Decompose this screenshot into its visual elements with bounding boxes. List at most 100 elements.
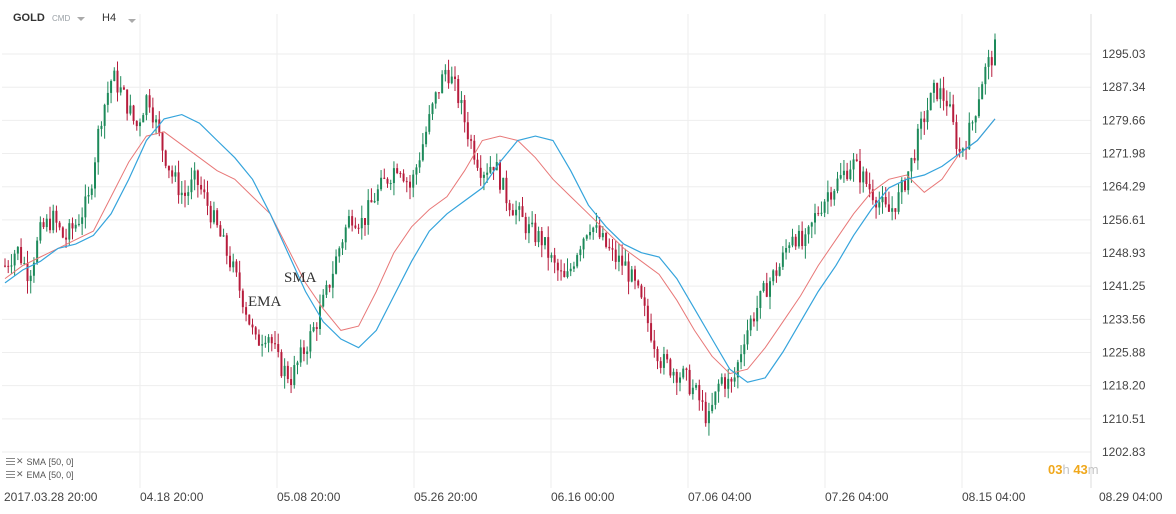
- candle-body-up: [804, 234, 807, 246]
- candle-body-down: [463, 100, 466, 123]
- candle-body-down: [277, 344, 280, 353]
- legend-ema[interactable]: ✕ EMA [50, 0]: [6, 469, 74, 480]
- candle-body-down: [55, 210, 58, 223]
- y-tick-label: 1287.34: [1102, 80, 1146, 94]
- candle-body-up: [823, 201, 826, 213]
- candle-body-up: [425, 131, 428, 145]
- candle-body-up: [579, 249, 582, 256]
- candle-body-up: [335, 256, 338, 274]
- candle-body-up: [907, 171, 910, 191]
- candle-body-up: [325, 284, 328, 295]
- candle-body-up: [772, 270, 775, 282]
- candle-body-down: [646, 305, 649, 324]
- candle-body-up: [916, 128, 919, 161]
- candle-body-up: [981, 84, 984, 100]
- hamburger-icon[interactable]: [6, 457, 15, 466]
- candle-body-up: [331, 273, 334, 288]
- candle-body-down: [71, 223, 74, 229]
- candle-body-down: [990, 57, 993, 66]
- candle-body-up: [617, 255, 620, 262]
- candle-body-down: [122, 87, 125, 90]
- candle-body-down: [370, 200, 373, 203]
- candle-body-down: [659, 361, 662, 368]
- candle-body-up: [910, 158, 913, 172]
- candle-body-down: [290, 379, 293, 386]
- candle-body-up: [450, 76, 453, 84]
- candle-body-up: [949, 104, 951, 107]
- candle-body-up: [306, 351, 309, 354]
- candle-body-down: [251, 324, 254, 328]
- candle-body-up: [97, 128, 100, 163]
- candle-body-up: [826, 192, 829, 202]
- candle-body-up: [460, 100, 463, 104]
- candle-body-up: [624, 261, 627, 266]
- candle-body-up: [283, 365, 286, 377]
- candle-body-up: [733, 377, 736, 382]
- candle-body-up: [344, 227, 347, 243]
- candle-body-down: [209, 205, 212, 223]
- candle-body-up: [486, 172, 489, 175]
- chevron-down-icon[interactable]: [77, 17, 85, 21]
- candle-body-down: [505, 177, 508, 204]
- symbol-name[interactable]: GOLD: [13, 12, 45, 24]
- candle-body-up: [139, 122, 141, 127]
- candle-body-up: [389, 183, 392, 185]
- candle-body-down: [161, 132, 164, 151]
- candle-body-up: [482, 174, 485, 178]
- candle-body-up: [939, 88, 942, 100]
- candle-body-up: [582, 238, 585, 250]
- candle-body-up: [155, 119, 158, 123]
- candle-body-down: [621, 255, 624, 266]
- candle-body-up: [380, 177, 383, 190]
- candle-body-down: [653, 340, 656, 350]
- close-icon[interactable]: ✕: [16, 469, 24, 479]
- candle-body-up: [785, 248, 788, 253]
- candle-body-up: [293, 365, 296, 386]
- candle-body-down: [913, 158, 916, 161]
- y-tick-label: 1210.51: [1102, 412, 1146, 426]
- candle-body-up: [833, 190, 836, 200]
- timeframe-selector[interactable]: H4: [102, 12, 117, 24]
- candle-body-up: [113, 70, 116, 82]
- chevron-down-icon[interactable]: [128, 19, 136, 23]
- candle-body-down: [4, 265, 6, 267]
- candle-body-up: [444, 69, 447, 75]
- candle-body-down: [454, 76, 456, 79]
- candle-body-up: [489, 166, 492, 173]
- candle-body-down: [402, 173, 405, 182]
- candle-body-up: [309, 331, 312, 352]
- y-tick-label: 1279.66: [1102, 113, 1146, 127]
- legend-sma[interactable]: ✕ SMA [50, 0]: [6, 456, 74, 467]
- candle-body-up: [74, 224, 77, 229]
- candle-body-up: [762, 283, 765, 292]
- close-icon[interactable]: ✕: [16, 456, 24, 466]
- candle-body-up: [550, 255, 553, 258]
- candle-body-up: [434, 92, 437, 104]
- candle-body-down: [952, 104, 955, 123]
- candle-body-up: [601, 233, 604, 238]
- candle-body-up: [781, 252, 784, 267]
- candle-body-up: [791, 236, 794, 246]
- candle-body-down: [177, 172, 180, 196]
- candle-body-down: [399, 173, 402, 175]
- candle-body-up: [190, 179, 193, 193]
- candle-body-up: [711, 404, 714, 412]
- candle-body-down: [151, 107, 154, 123]
- candle-body-down: [229, 255, 231, 268]
- candle-body-up: [961, 148, 964, 152]
- candle-body-down: [904, 180, 906, 191]
- candle-body-down: [643, 297, 646, 306]
- candle-body-down: [473, 140, 476, 160]
- candle-body-down: [688, 369, 691, 395]
- candle-body-up: [544, 237, 546, 246]
- candle-body-up: [29, 275, 32, 282]
- candle-body-down: [598, 225, 601, 238]
- candle-body-down: [640, 285, 643, 298]
- candle-body-up: [968, 122, 971, 150]
- candle-body-down: [656, 349, 659, 362]
- candle-body-down: [235, 261, 238, 273]
- hamburger-icon[interactable]: [6, 470, 15, 479]
- candle-body-down: [171, 170, 174, 177]
- candle-body-up: [714, 391, 717, 405]
